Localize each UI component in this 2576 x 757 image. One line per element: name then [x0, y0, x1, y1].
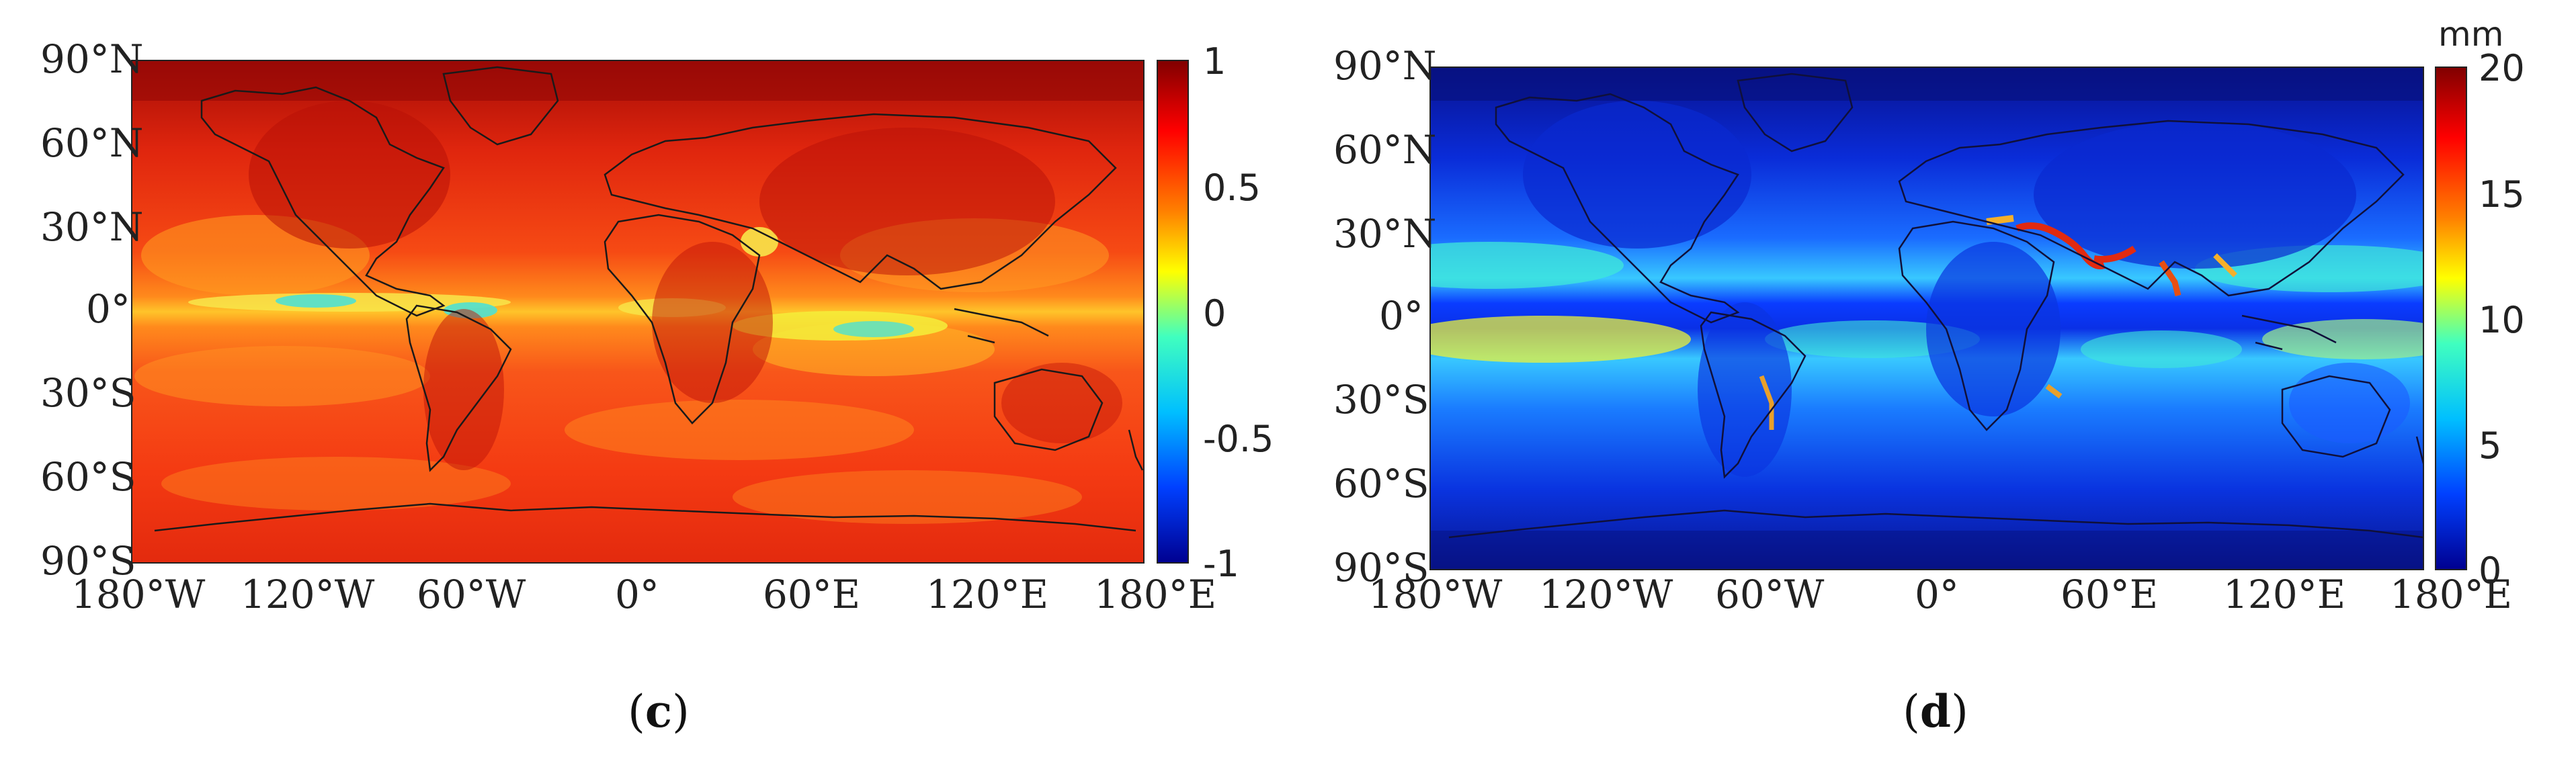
- lat-label: 60°S: [1333, 461, 1429, 506]
- colorbar-tick-label: -1: [1203, 543, 1239, 585]
- lat-label: 60°N: [1333, 127, 1437, 173]
- lat-label: 30°N: [40, 204, 144, 250]
- lat-label: 30°N: [1333, 211, 1437, 257]
- correlation-map-figure: 90°N 60°N 30°N 0° 30°S 60°S 90°S 180°W 1…: [40, 36, 1274, 617]
- lon-label: 180°E: [1094, 572, 1216, 617]
- colorbar-tick-label: -0.5: [1203, 418, 1274, 460]
- lat-label: 90°S: [40, 538, 136, 584]
- panel-d: 90°N 60°N 30°N 0° 30°S 60°S 90°S 180°W 1…: [1288, 0, 2575, 757]
- lat-label: 90°N: [40, 36, 144, 82]
- map-area: [132, 60, 1144, 563]
- panel-c: 90°N 60°N 30°N 0° 30°S 60°S 90°S 180°W 1…: [40, 36, 1274, 738]
- map-area: [1430, 67, 2423, 570]
- lon-label: 0°: [615, 572, 659, 617]
- lon-label: 120°E: [2223, 572, 2345, 617]
- coastlines: [154, 66, 1144, 532]
- lon-label: 120°W: [1539, 572, 1673, 617]
- lon-label: 60°E: [2061, 572, 2158, 617]
- colorbar: [2435, 66, 2467, 570]
- lon-label: 0°: [1915, 572, 1959, 617]
- lon-label: 120°W: [241, 572, 375, 617]
- lon-label: 180°E: [2390, 572, 2512, 617]
- map-frame: [1429, 66, 2424, 570]
- colorbar-tick-label: 15: [2479, 173, 2525, 216]
- map-frame: [131, 60, 1145, 564]
- lat-label: 60°S: [40, 454, 136, 500]
- lon-label: 60°E: [763, 572, 860, 617]
- lat-label: 0°: [86, 286, 130, 332]
- colorbar-tick-label: 0.5: [1203, 167, 1261, 209]
- caption-letter: d: [1919, 685, 1952, 738]
- colorbar-ticks: 20 15 10 5 0: [2479, 47, 2525, 592]
- lon-label: 60°W: [417, 572, 526, 617]
- colorbar-ticks: 1 0.5 0 -0.5 -1: [1203, 40, 1274, 585]
- panel-caption: (d): [1903, 685, 1968, 738]
- lat-label: 30°S: [40, 370, 136, 416]
- colorbar-tick-label: 1: [1203, 40, 1226, 83]
- latitude-labels: 90°N 60°N 30°N 0° 30°S 60°S 90°S: [1333, 43, 1437, 590]
- lon-label: 60°W: [1715, 572, 1825, 617]
- colorbar: [1157, 60, 1189, 564]
- lon-label: 120°E: [926, 572, 1048, 617]
- latitude-labels: 90°N 60°N 30°N 0° 30°S 60°S 90°S: [40, 36, 144, 584]
- colorbar-tick-label: 10: [2479, 299, 2525, 341]
- lat-label: 30°S: [1333, 377, 1429, 422]
- colorbar-tick-label: 5: [2479, 425, 2501, 467]
- colorbar-unit: mm: [2438, 15, 2503, 54]
- lat-label: 90°S: [1333, 545, 1429, 590]
- lat-label: 90°N: [1333, 43, 1437, 89]
- caption-letter: c: [645, 685, 673, 738]
- lon-label: 180°W: [71, 572, 206, 617]
- panel-caption: (c): [628, 685, 690, 738]
- lat-label: 60°N: [40, 120, 144, 166]
- longitude-labels: 180°W 120°W 60°W 0° 60°E 120°E 180°E: [71, 572, 1216, 617]
- colorbar-tick-label: 20: [2479, 47, 2525, 89]
- precipitation-map-figure: 90°N 60°N 30°N 0° 30°S 60°S 90°S 180°W 1…: [1333, 15, 2525, 617]
- longitude-labels: 180°W 120°W 60°W 0° 60°E 120°E 180°E: [1368, 572, 2512, 617]
- colorbar-tick-label: 0: [2479, 549, 2501, 592]
- colorbar-tick-label: 0: [1203, 292, 1226, 335]
- coastlines: [1448, 73, 2423, 539]
- lon-label: 180°W: [1368, 572, 1503, 617]
- lat-label: 0°: [1379, 293, 1423, 339]
